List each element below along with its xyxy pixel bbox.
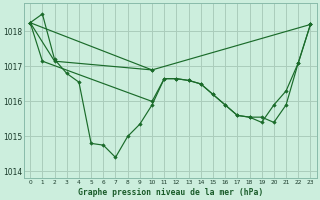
X-axis label: Graphe pression niveau de la mer (hPa): Graphe pression niveau de la mer (hPa)	[78, 188, 263, 197]
